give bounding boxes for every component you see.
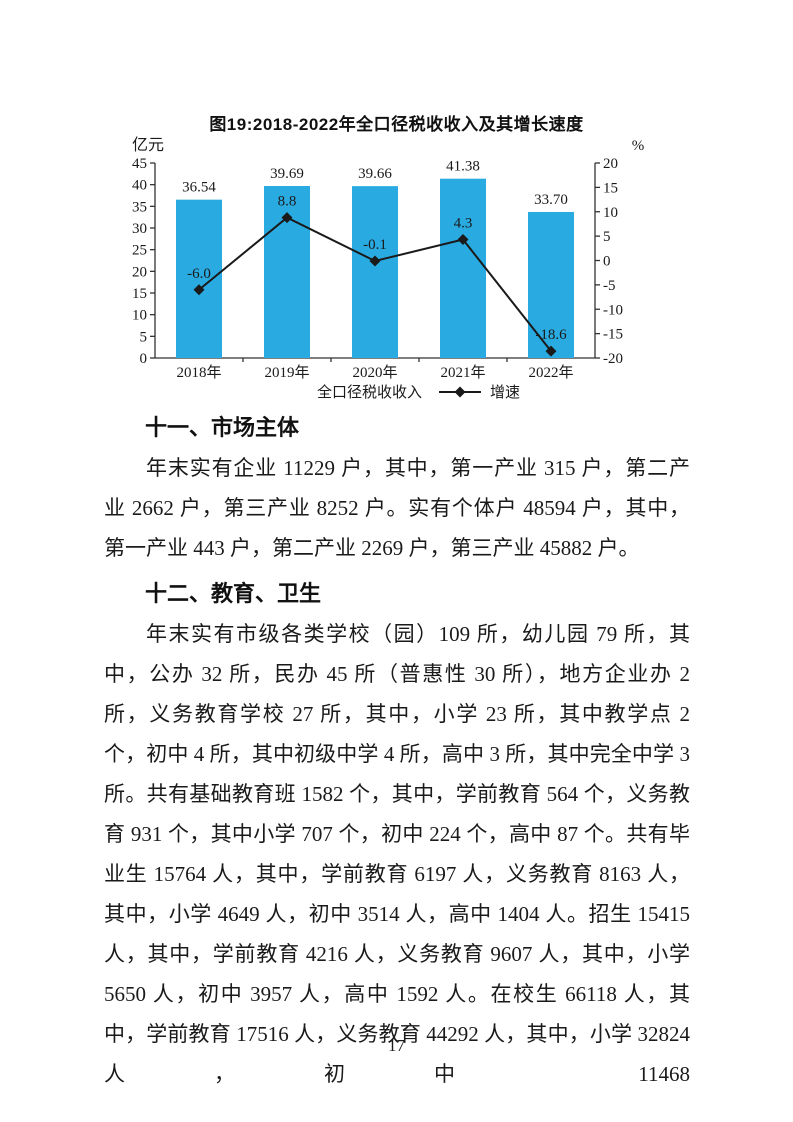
svg-text:2018年: 2018年 bbox=[176, 364, 221, 381]
line-series-marker-icon bbox=[438, 385, 482, 399]
svg-text:33.70: 33.70 bbox=[534, 192, 568, 208]
svg-text:35: 35 bbox=[132, 199, 147, 215]
svg-text:0: 0 bbox=[603, 254, 611, 270]
line-series-legend-label: 增速 bbox=[490, 385, 521, 401]
svg-text:2019年: 2019年 bbox=[264, 364, 309, 381]
bar-series-swatch-icon bbox=[273, 386, 307, 398]
section-11-paragraph: 年末实有企业 11229 户，其中，第一产业 315 户，第二产业 2662 户… bbox=[104, 456, 690, 560]
svg-text:2020年: 2020年 bbox=[352, 364, 397, 381]
svg-text:40: 40 bbox=[132, 178, 147, 194]
svg-text:45: 45 bbox=[132, 156, 147, 172]
section-heading-11-market-entities: 十一、市场主体 bbox=[145, 415, 300, 440]
svg-text:15: 15 bbox=[132, 286, 147, 302]
tax-revenue-combo-chart: 亿元 % 0 5 10 15 20 25 30 35 40 45 -20 -15 -10 -5 0 5 10 15 20… bbox=[132, 136, 645, 381]
svg-text:-0.1: -0.1 bbox=[363, 237, 387, 253]
chart-title: 图19:2018-2022年全口径税收收入及其增长速度 bbox=[209, 115, 584, 134]
svg-text:5: 5 bbox=[603, 229, 611, 245]
svg-text:39.69: 39.69 bbox=[270, 166, 304, 182]
svg-text:5: 5 bbox=[140, 329, 148, 345]
svg-text:25: 25 bbox=[132, 243, 147, 259]
section-12-paragraph: 年末实有市级各类学校（园）109 所，幼儿园 79 所，其中，公办 32 所，民… bbox=[104, 622, 690, 1086]
svg-text:-6.0: -6.0 bbox=[187, 266, 211, 282]
svg-text:-10: -10 bbox=[603, 302, 623, 318]
section-heading-12-education-health: 十二、教育、卫生 bbox=[145, 581, 322, 606]
svg-text:-20: -20 bbox=[603, 351, 623, 367]
svg-text:41.38: 41.38 bbox=[446, 159, 480, 175]
svg-text:36.54: 36.54 bbox=[182, 180, 216, 196]
svg-text:10: 10 bbox=[603, 205, 618, 221]
svg-text:4.3: 4.3 bbox=[454, 216, 473, 232]
chart-legend: 全口径税收收入 增速 bbox=[0, 381, 793, 402]
svg-text:20: 20 bbox=[603, 156, 618, 172]
body-text: 十一、市场主体 年末实有企业 11229 户，其中，第一产业 315 户，第二产… bbox=[104, 414, 690, 1094]
svg-text:0: 0 bbox=[140, 351, 148, 367]
svg-text:亿元: 亿元 bbox=[132, 136, 164, 154]
page-number: 17 bbox=[388, 1036, 405, 1055]
svg-text:10: 10 bbox=[132, 308, 147, 324]
figure-19-tax-revenue-chart: 图19:2018-2022年全口径税收收入及其增长速度 亿元% 0 5 10 15 20 2… bbox=[0, 0, 793, 410]
svg-text:-18.6: -18.6 bbox=[535, 327, 567, 343]
svg-text:-15: -15 bbox=[603, 327, 623, 343]
svg-text:30: 30 bbox=[132, 221, 147, 237]
bar-series-legend-label: 全口径税收收入 bbox=[316, 385, 422, 401]
svg-text:39.66: 39.66 bbox=[358, 166, 392, 182]
svg-text:15: 15 bbox=[603, 180, 618, 196]
svg-text:-5: -5 bbox=[603, 278, 616, 294]
svg-text:20: 20 bbox=[132, 264, 147, 280]
svg-text:%: % bbox=[632, 138, 645, 154]
svg-text:8.8: 8.8 bbox=[278, 194, 297, 210]
svg-text:2022年: 2022年 bbox=[528, 364, 573, 381]
svg-text:2021年: 2021年 bbox=[440, 364, 485, 381]
